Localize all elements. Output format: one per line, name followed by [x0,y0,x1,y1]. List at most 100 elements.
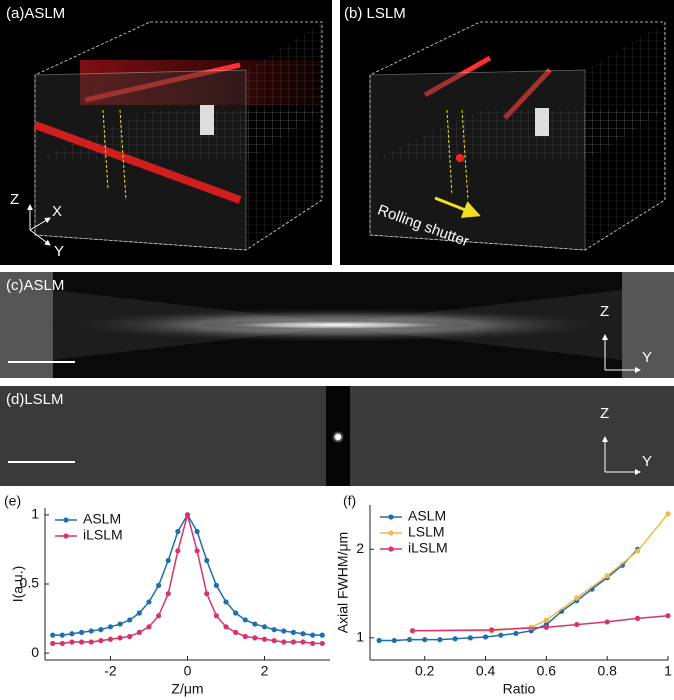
data-point [498,632,504,638]
data-point [271,627,277,633]
data-point [146,599,152,605]
data-point [213,613,219,619]
data-point [175,528,181,535]
data-point [467,635,473,641]
y-tick-label: 0.5 [20,575,40,591]
data-point [78,639,85,645]
data-point [242,633,248,640]
legend-label: ASLM [408,508,446,524]
legend-swatch [388,546,394,552]
legend-swatch [63,517,69,523]
data-point [543,624,549,630]
data-point [88,628,94,634]
data-point [117,621,123,627]
axis-letter: Y [54,243,64,260]
data-point [406,637,413,643]
data-point [59,640,65,647]
data-point [213,582,219,588]
y-tick-label: 1 [356,629,364,645]
x-tick-label: 0.4 [476,663,496,679]
data-point [223,624,229,630]
data-point [50,632,56,638]
legend-swatch [388,514,394,520]
data-point [489,627,495,633]
data-point [184,512,191,518]
y-axis-label: I(a.u.) [10,566,26,603]
data-point [604,619,610,625]
data-point [290,629,297,635]
panel-b: (b) LSLM Rolling shutter [340,0,674,265]
data-point [242,617,248,623]
data-point [665,511,671,517]
data-point [391,637,397,644]
data-point [290,639,297,645]
data-point [204,591,210,597]
y-tick-label: 0 [31,644,39,660]
data-point [233,610,239,616]
axis-letter: Z [10,191,19,208]
data-point [146,624,152,630]
data-point [69,631,75,637]
axis-letter: Z [600,303,609,320]
data-point [409,628,416,634]
panel-label: (c)ASLM [6,277,64,294]
data-point [223,599,229,605]
data-point [437,637,443,643]
data-point [376,637,382,644]
axis-letter: Y [642,453,652,470]
x-tick-label: 0 [184,663,192,679]
data-point [513,630,519,637]
data-point [127,633,133,640]
x-tick-label: 1 [664,663,672,679]
data-point [98,627,104,633]
y-tick-label: 1 [31,506,39,522]
data-point [319,640,325,647]
legend-label: LSLM [408,524,445,540]
x-axis-label: Z/μm [171,681,203,697]
data-point [136,610,142,616]
series-line [412,513,669,632]
data-point [117,635,123,641]
legend-label: ASLM [83,511,121,527]
data-point [665,613,671,619]
data-point [300,631,306,637]
data-point [233,629,239,635]
data-point [156,613,162,619]
data-point [300,639,306,645]
data-point [165,557,171,564]
data-point [78,629,85,635]
series-line [379,548,639,642]
data-point [127,617,133,623]
data-point [156,582,162,588]
data-point [69,639,75,645]
data-point [252,621,258,627]
data-point [165,591,171,597]
data-point [281,639,287,645]
x-tick-label: -2 [104,663,117,679]
panel-label: (f) [343,493,356,509]
panel-label: (d)LSLM [6,391,64,408]
data-point [604,573,610,579]
data-point [310,640,316,647]
legend-label: iLSLM [83,527,123,543]
legend-swatch [388,530,394,536]
data-point [422,637,428,643]
axis-letter: Z [600,405,609,422]
panel-label: (e) [4,493,21,509]
legend-swatch [63,533,69,539]
panel-a: (a)ASLM Z X Y [0,0,332,265]
y-axis-label: Axial FWHM/μm [335,532,351,633]
data-point [59,632,65,638]
data-point [574,621,580,628]
data-point [107,624,114,630]
data-point [271,638,277,644]
y-tick-label: 2 [356,540,364,556]
data-point [88,639,94,645]
legend-label: iLSLM [408,540,448,556]
data-point [543,617,549,623]
data-point [261,636,268,642]
data-point [194,528,200,535]
x-tick-label: 0.8 [597,663,617,679]
data-point [98,638,104,644]
